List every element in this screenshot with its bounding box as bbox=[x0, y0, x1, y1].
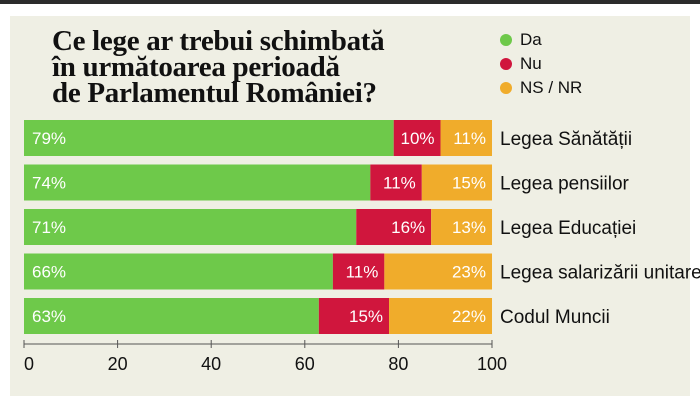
x-tick-label: 100 bbox=[477, 354, 507, 374]
bar-segment-nsnr-1 bbox=[421, 164, 492, 201]
bar-segment-nu-0 bbox=[393, 120, 441, 156]
bar-value-label: 66% bbox=[32, 263, 66, 282]
bar-segment-nsnr-3 bbox=[384, 253, 492, 290]
x-tick-label: 80 bbox=[388, 354, 408, 374]
legend-swatch-nsnr bbox=[500, 82, 512, 94]
bar-value-label: 71% bbox=[32, 218, 66, 237]
bar-segment-da-3 bbox=[24, 253, 333, 290]
bar-value-label: 16% bbox=[391, 218, 425, 237]
bar-value-label: 11% bbox=[453, 129, 486, 148]
bar-value-label: 79% bbox=[32, 129, 66, 148]
legend-swatch-nu bbox=[500, 58, 512, 70]
bar-value-label: 15% bbox=[452, 174, 486, 193]
bar-segment-da-4 bbox=[24, 298, 319, 334]
legend-item-nu: Nu bbox=[500, 52, 582, 76]
legend-label-da: Da bbox=[520, 30, 542, 49]
bar-value-label: 15% bbox=[349, 307, 383, 326]
x-tick-label: 20 bbox=[108, 354, 128, 374]
category-label: Codul Muncii bbox=[500, 307, 610, 328]
bar-value-label: 63% bbox=[32, 307, 66, 326]
bar-segment-nu-2 bbox=[356, 209, 432, 245]
bar-segment-nsnr-0 bbox=[440, 120, 492, 156]
bar-segment-nsnr-2 bbox=[431, 209, 492, 245]
bar-segment-da-0 bbox=[24, 120, 394, 156]
category-label: Legea Educației bbox=[500, 218, 636, 239]
category-label: Legea Sănătății bbox=[500, 129, 632, 150]
top-rule bbox=[0, 0, 700, 4]
bar-segment-nu-1 bbox=[370, 164, 422, 201]
bar-value-label: 74% bbox=[32, 174, 66, 193]
legend-swatch-da bbox=[500, 34, 512, 46]
bar-value-label: 11% bbox=[383, 174, 416, 193]
bar-segment-da-2 bbox=[24, 209, 357, 245]
bar-segment-da-1 bbox=[24, 164, 371, 201]
bar-value-label: 23% bbox=[452, 263, 486, 282]
bar-value-label: 10% bbox=[400, 129, 434, 148]
x-tick-label: 0 bbox=[24, 354, 34, 374]
bar-segment-nu-3 bbox=[332, 253, 385, 290]
legend: Da Nu NS / NR bbox=[500, 28, 582, 100]
category-label: Legea salarizării unitare bbox=[500, 263, 700, 284]
bar-value-label: 22% bbox=[452, 307, 486, 326]
legend-label-nsnr: NS / NR bbox=[520, 78, 583, 97]
category-label: Legea pensiilor bbox=[500, 174, 630, 195]
chart-title: Ce lege ar trebui schimbată în următoare… bbox=[52, 25, 385, 109]
bar-segment-nsnr-4 bbox=[389, 298, 492, 334]
x-tick-label: 40 bbox=[201, 354, 221, 374]
legend-item-nsnr: NS / NR bbox=[500, 76, 582, 100]
bar-value-label: 13% bbox=[452, 218, 486, 237]
legend-item-da: Da bbox=[500, 28, 582, 52]
bar-value-label: 11% bbox=[346, 263, 379, 282]
bar-segment-nu-4 bbox=[318, 298, 390, 334]
legend-label-nu: Nu bbox=[520, 54, 542, 73]
x-tick-label: 60 bbox=[295, 354, 315, 374]
